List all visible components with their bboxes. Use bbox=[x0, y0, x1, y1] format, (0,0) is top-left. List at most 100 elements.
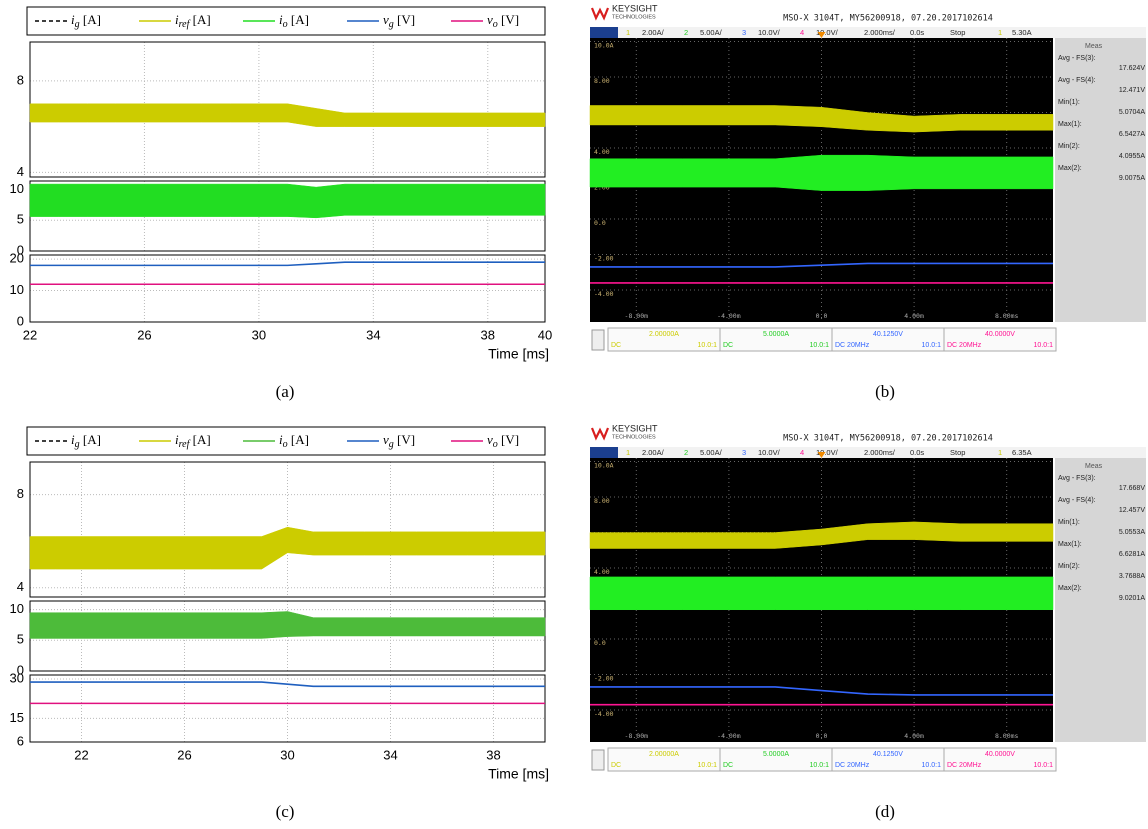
channel-number: 1 bbox=[626, 28, 630, 37]
x-tick-label: -8.00m bbox=[625, 732, 649, 740]
y-tick-label: 5 bbox=[17, 212, 24, 227]
y-tick-label: 20 bbox=[10, 251, 24, 266]
y-tick-label: 8.00 bbox=[594, 77, 610, 85]
run-status: Stop bbox=[950, 448, 965, 457]
caption: (b) bbox=[875, 382, 895, 401]
channel-number: 4 bbox=[800, 28, 804, 37]
x-tick-label: -8.00m bbox=[625, 312, 649, 320]
y-tick-label: 6 bbox=[17, 733, 24, 748]
y-tick-label: 4 bbox=[17, 164, 24, 179]
x-axis-label: Time [ms] bbox=[488, 766, 549, 782]
y-tick-label: 10.0A bbox=[594, 462, 614, 470]
x-tick-label: 30 bbox=[280, 747, 294, 762]
band-series bbox=[30, 527, 545, 569]
x-tick-label: 38 bbox=[481, 327, 495, 342]
meas-value: 5.0553A bbox=[1119, 529, 1145, 536]
probe-coupling: DC bbox=[611, 342, 621, 349]
meas-label: Avg - FS(4): bbox=[1058, 497, 1096, 504]
channel-scale: 5.00A/ bbox=[700, 28, 723, 37]
probe-ratio: 10.0:1 bbox=[1034, 762, 1054, 769]
meas-title: Meas bbox=[1085, 43, 1103, 50]
y-tick-label: 10.0A bbox=[594, 42, 614, 50]
probe-ratio: 10.0:1 bbox=[922, 762, 942, 769]
probe-coupling: DC bbox=[723, 342, 733, 349]
probe-ratio: 10.0:1 bbox=[810, 342, 830, 349]
meas-label: Max(1): bbox=[1058, 541, 1082, 548]
x-tick-label: 22 bbox=[74, 747, 88, 762]
y-tick-label: 4 bbox=[17, 579, 24, 594]
y-tick-label: 0 bbox=[17, 313, 24, 328]
probe-coupling: DC 20MHz bbox=[947, 342, 982, 349]
probe-ratio: 10.0:1 bbox=[698, 342, 718, 349]
trigger-level: 5.30A bbox=[1012, 28, 1032, 37]
band-series bbox=[30, 184, 545, 218]
channel-number: 2 bbox=[684, 448, 688, 457]
y-tick-label: 8 bbox=[17, 72, 24, 87]
x-tick-label: 4.00m bbox=[904, 312, 924, 320]
probe-value: 40.0000V bbox=[985, 751, 1015, 758]
trigger-level: 6.35A bbox=[1012, 448, 1032, 457]
meas-label: Max(2): bbox=[1058, 165, 1082, 172]
probe-ratio: 10.0:1 bbox=[922, 342, 942, 349]
probe-value: 40.1250V bbox=[873, 751, 903, 758]
meas-value: 9.0201A bbox=[1119, 595, 1145, 602]
meas-label: Min(1): bbox=[1058, 99, 1080, 106]
meas-label: Min(2): bbox=[1058, 563, 1080, 570]
delay: 0.0s bbox=[910, 448, 924, 457]
timebase: 2.000ms/ bbox=[864, 448, 896, 457]
y-tick-label: 10 bbox=[10, 282, 24, 297]
line-series bbox=[30, 262, 545, 265]
meas-value: 5.0704A bbox=[1119, 109, 1145, 116]
line-series bbox=[30, 682, 545, 686]
meas-label: Max(2): bbox=[1058, 585, 1082, 592]
meas-value: 17.668V bbox=[1119, 485, 1145, 492]
meas-value: 4.0955A bbox=[1119, 153, 1145, 160]
y-tick-label: 0.0 bbox=[594, 639, 606, 647]
y-tick-label: 15 bbox=[10, 710, 24, 725]
acq-box bbox=[590, 447, 618, 458]
probe-button bbox=[592, 330, 604, 350]
meas-value: 17.624V bbox=[1119, 65, 1145, 72]
meas-value: 6.6281A bbox=[1119, 551, 1145, 558]
channel-number: 1 bbox=[626, 448, 630, 457]
logo-icon bbox=[592, 428, 608, 438]
caption: (d) bbox=[875, 802, 895, 821]
channel-number: 3 bbox=[742, 448, 746, 457]
meas-value: 3.7688A bbox=[1119, 573, 1145, 580]
x-tick-label: 0.0 bbox=[816, 312, 828, 320]
scope-header: MSO-X 3104T, MY56200918, 07.20.201710261… bbox=[783, 14, 993, 24]
x-tick-label: 4.00m bbox=[904, 732, 924, 740]
brand-sub: TECHNOLOGIES bbox=[612, 434, 656, 440]
y-tick-label: 8.00 bbox=[594, 497, 610, 505]
y-tick-label: 4.00 bbox=[594, 148, 610, 156]
logo-icon bbox=[592, 8, 608, 18]
trace-band bbox=[590, 577, 1053, 610]
probe-coupling: DC bbox=[611, 762, 621, 769]
y-tick-label: 0.0 bbox=[594, 219, 606, 227]
probe-ratio: 10.0:1 bbox=[810, 762, 830, 769]
x-tick-label: 34 bbox=[383, 747, 397, 762]
probe-ratio: 10.0:1 bbox=[698, 762, 718, 769]
meas-label: Min(1): bbox=[1058, 519, 1080, 526]
caption: (c) bbox=[276, 802, 295, 821]
meas-title: Meas bbox=[1085, 463, 1103, 470]
y-tick-label: 4.00 bbox=[594, 568, 610, 576]
channel-scale: 5.00A/ bbox=[700, 448, 723, 457]
meas-value: 12.471V bbox=[1119, 87, 1145, 94]
trigger-channel: 1 bbox=[998, 28, 1002, 37]
brand: KEYSIGHT bbox=[612, 3, 658, 13]
scope-header: MSO-X 3104T, MY56200918, 07.20.201710261… bbox=[783, 434, 993, 444]
brand: KEYSIGHT bbox=[612, 423, 658, 433]
x-tick-label: 34 bbox=[366, 327, 380, 342]
run-status: Stop bbox=[950, 28, 965, 37]
meas-label: Avg - FS(3): bbox=[1058, 55, 1096, 62]
probe-coupling: DC bbox=[723, 762, 733, 769]
y-tick-label: -2.00 bbox=[594, 255, 614, 263]
probe-value: 2.00000A bbox=[649, 331, 679, 338]
probe-button bbox=[592, 750, 604, 770]
y-tick-label: 5 bbox=[17, 632, 24, 647]
x-tick-label: 8.00ms bbox=[995, 732, 1019, 740]
meas-label: Max(1): bbox=[1058, 121, 1082, 128]
probe-value: 40.0000V bbox=[985, 331, 1015, 338]
channel-number: 4 bbox=[800, 448, 804, 457]
